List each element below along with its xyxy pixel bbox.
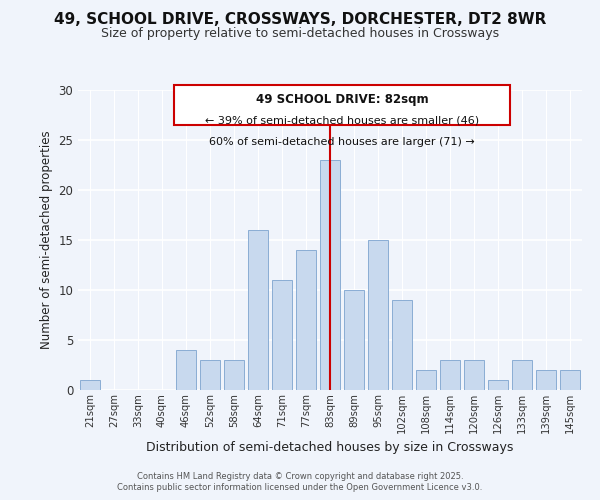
Bar — [344, 290, 364, 390]
Bar — [320, 160, 340, 390]
Text: Contains public sector information licensed under the Open Government Licence v3: Contains public sector information licen… — [118, 484, 482, 492]
Bar — [560, 370, 580, 390]
Bar — [440, 360, 460, 390]
Bar — [248, 230, 268, 390]
Bar — [416, 370, 436, 390]
X-axis label: Distribution of semi-detached houses by size in Crossways: Distribution of semi-detached houses by … — [146, 442, 514, 454]
Bar — [488, 380, 508, 390]
Bar — [224, 360, 244, 390]
FancyBboxPatch shape — [174, 85, 510, 125]
Bar — [464, 360, 484, 390]
Bar — [536, 370, 556, 390]
Bar — [392, 300, 412, 390]
Bar — [512, 360, 532, 390]
Text: 49 SCHOOL DRIVE: 82sqm: 49 SCHOOL DRIVE: 82sqm — [256, 93, 428, 106]
Text: Contains HM Land Registry data © Crown copyright and database right 2025.: Contains HM Land Registry data © Crown c… — [137, 472, 463, 481]
Bar — [296, 250, 316, 390]
Text: 49, SCHOOL DRIVE, CROSSWAYS, DORCHESTER, DT2 8WR: 49, SCHOOL DRIVE, CROSSWAYS, DORCHESTER,… — [54, 12, 546, 28]
Bar — [272, 280, 292, 390]
Y-axis label: Number of semi-detached properties: Number of semi-detached properties — [40, 130, 53, 350]
Bar — [80, 380, 100, 390]
Bar — [200, 360, 220, 390]
Text: Size of property relative to semi-detached houses in Crossways: Size of property relative to semi-detach… — [101, 28, 499, 40]
Text: ← 39% of semi-detached houses are smaller (46): ← 39% of semi-detached houses are smalle… — [205, 116, 479, 126]
Bar — [176, 350, 196, 390]
Text: 60% of semi-detached houses are larger (71) →: 60% of semi-detached houses are larger (… — [209, 137, 475, 147]
Bar — [368, 240, 388, 390]
